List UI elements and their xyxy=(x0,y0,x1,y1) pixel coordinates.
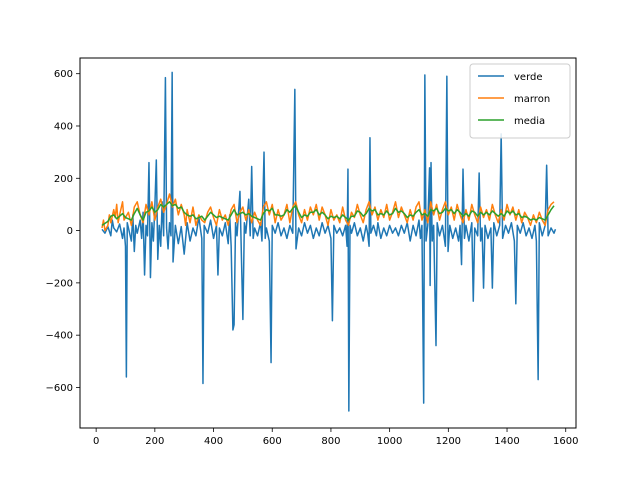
legend-label-marron: marron xyxy=(514,94,550,105)
y-tick-label: 200 xyxy=(54,174,73,185)
legend-label-verde: verde xyxy=(514,72,543,83)
series-layer xyxy=(101,71,557,412)
x-tick-label: 1400 xyxy=(494,436,519,447)
x-tick-label: 1600 xyxy=(553,436,578,447)
x-tick-label: 200 xyxy=(145,436,164,447)
y-tick-label: 400 xyxy=(54,121,73,132)
y-tick-label: 0 xyxy=(67,226,73,237)
series-line-media xyxy=(101,201,555,226)
x-tick-label: 0 xyxy=(93,436,99,447)
x-tick-label: 1000 xyxy=(377,436,402,447)
plot-frame xyxy=(79,57,577,429)
y-tick-label: −200 xyxy=(46,278,73,289)
series-line-verde xyxy=(101,71,557,412)
legend-label-media: media xyxy=(514,116,545,127)
x-tick-label: 600 xyxy=(263,436,282,447)
x-tick-label: 400 xyxy=(204,436,223,447)
series-line-marron xyxy=(101,193,555,232)
x-tick-label: 800 xyxy=(321,436,340,447)
y-tick-label: −600 xyxy=(46,383,73,394)
legend: verde marron media xyxy=(469,63,571,139)
x-axis: 0 200 400 600 800 1000 1200 1400 1600 xyxy=(93,428,578,447)
y-tick-label: −400 xyxy=(46,331,73,342)
y-tick-label: 600 xyxy=(54,69,73,80)
x-tick-label: 1200 xyxy=(436,436,461,447)
y-axis: −600 −400 −200 0 200 400 600 xyxy=(46,69,80,394)
